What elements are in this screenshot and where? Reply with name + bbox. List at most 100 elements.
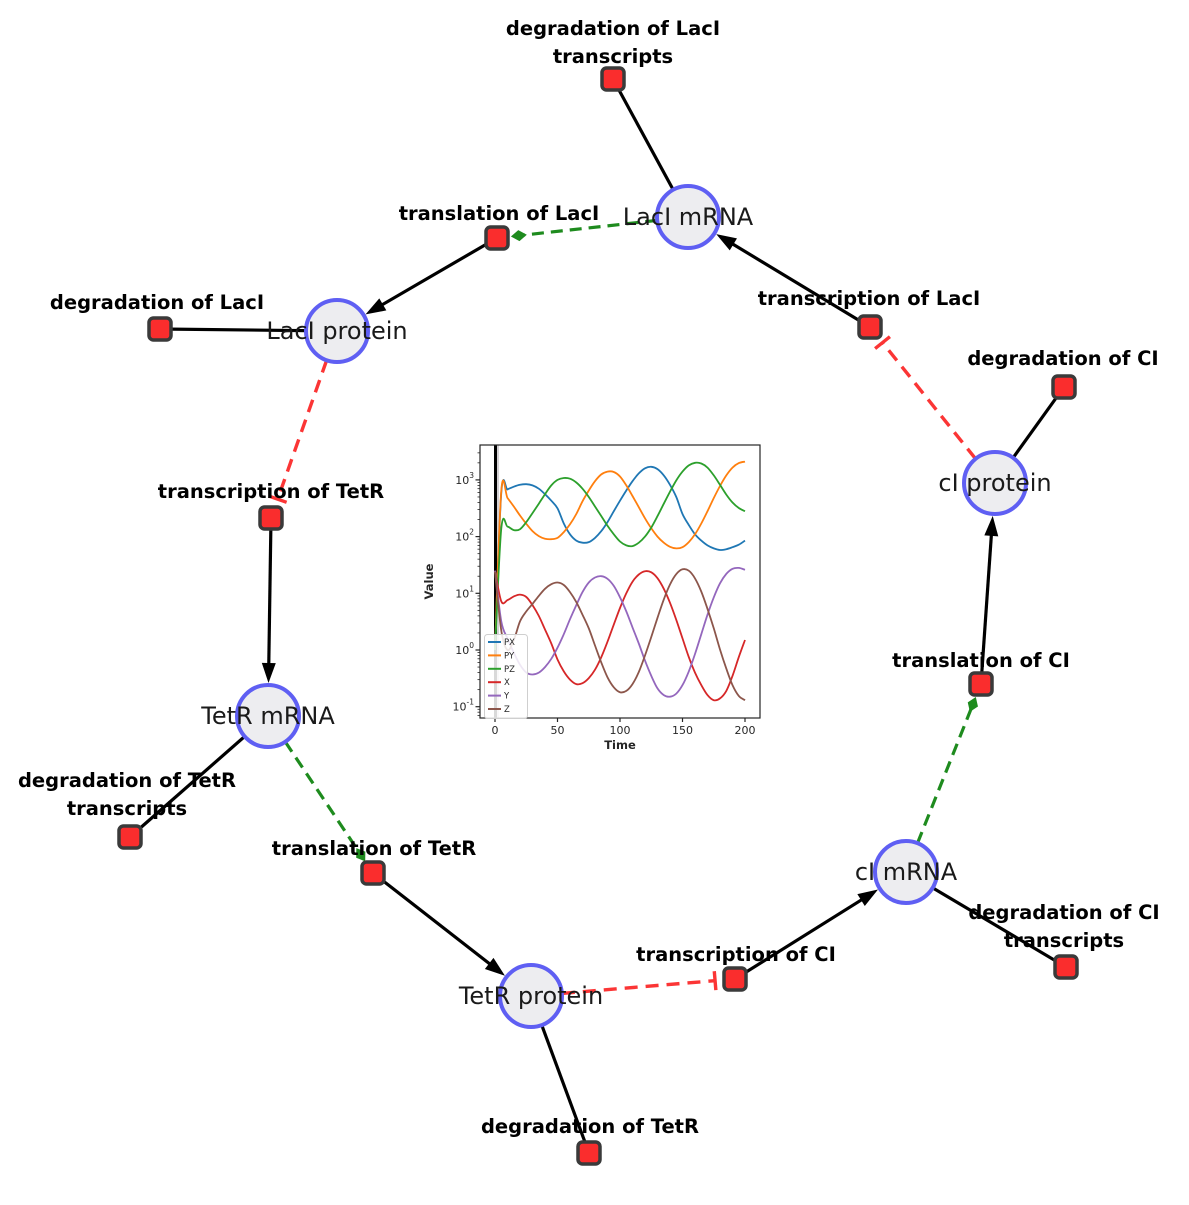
edge-transcr_ci-to-ci_mrna xyxy=(734,889,879,981)
x-tick-label: 100 xyxy=(610,724,631,737)
production-arrowhead-icon xyxy=(261,662,276,684)
species-node-laci_mrna xyxy=(655,184,721,250)
chart-legend: PX PY PZ XYZ xyxy=(484,634,528,719)
reaction-node-transl_laci xyxy=(484,225,510,251)
production-edge-line xyxy=(734,893,871,981)
production-arrowhead-icon xyxy=(716,234,737,251)
species-label-ci_mrna: cI mRNA xyxy=(855,858,958,886)
reaction-label-transl_laci-line0: translation of LacI xyxy=(399,202,600,225)
modifier-edge-line xyxy=(523,218,658,237)
series-line-py xyxy=(494,460,746,651)
x-tick-label: 200 xyxy=(735,724,756,737)
edge-tetr_protein-to-transcr_ci xyxy=(561,971,718,996)
reaction-label-deg_tetr_tr-line0: degradation of TetR xyxy=(18,769,236,792)
series-line-pz xyxy=(494,461,746,651)
reaction-label-transl_ci-line0: translation of CI xyxy=(892,649,1070,672)
legend-label-py: PY xyxy=(504,651,515,661)
edge-transcr_tetr-to-tetr_mrna xyxy=(261,517,276,684)
x-tick-label: 50 xyxy=(551,724,565,737)
x-tick-label: 150 xyxy=(672,724,693,737)
modifier-edge-line xyxy=(283,740,360,852)
reaction-node-transcr_laci xyxy=(857,314,883,340)
species-label-ci_protein: cI protein xyxy=(938,469,1051,497)
y-tick-label: 101 xyxy=(455,584,474,600)
reaction-node-deg_tetr xyxy=(576,1140,602,1166)
production-arrowhead-icon xyxy=(984,515,999,537)
production-arrowhead-icon xyxy=(365,298,387,315)
reaction-node-deg_laci xyxy=(147,316,173,342)
reaction-label-transl_tetr-line0: translation of TetR xyxy=(272,837,476,860)
inset-chart: 0 50 100 150 20010310210110010-1TimeValuePXP… xyxy=(422,444,761,752)
y-tick-label: 102 xyxy=(455,528,474,544)
legend-label-y: Y xyxy=(503,692,510,702)
production-arrowhead-icon xyxy=(484,957,505,976)
modifier-arrowhead-icon xyxy=(967,697,978,712)
reaction-label-deg_laci_tr-line0: degradation of LacI xyxy=(506,17,720,40)
edge-ci_protein-to-transcr_laci xyxy=(874,335,977,460)
edge-ci_mrna-to-transl_ci xyxy=(916,697,978,844)
species-label-laci_mrna: LacI mRNA xyxy=(623,203,754,231)
y-tick-label: 103 xyxy=(455,471,474,487)
species-node-laci_protein xyxy=(304,298,370,364)
modifier-arrowhead-icon xyxy=(356,848,366,862)
edge-transl_ci-to-ci_protein xyxy=(979,515,999,685)
reaction-label-transcr_tetr-line0: transcription of TetR xyxy=(158,480,384,503)
species-node-tetr_mrna xyxy=(235,683,301,749)
series-line-y xyxy=(494,566,746,698)
legend-label-px: PX xyxy=(504,638,515,648)
reaction-node-transcr_tetr xyxy=(258,505,284,531)
edge-transcr_laci-to-laci_mrna xyxy=(716,234,871,329)
reaction-node-deg_laci_tr xyxy=(600,66,626,92)
reaction-label-deg_tetr-line0: degradation of TetR xyxy=(481,1115,699,1138)
edge-laci_protein-to-transcr_tetr xyxy=(268,359,329,504)
reaction-node-deg_tetr_tr xyxy=(117,824,143,850)
legend-label-z: Z xyxy=(504,705,510,715)
inhibition-edge-line xyxy=(881,341,977,460)
reaction-node-transcr_ci xyxy=(722,966,748,992)
legend-label-x: X xyxy=(504,678,510,688)
reaction-label-deg_laci-line0: degradation of LacI xyxy=(50,291,264,314)
inhibition-edge-line xyxy=(276,359,329,500)
inhibition-tbar-icon xyxy=(268,494,288,504)
edge-transl_laci-to-laci_protein xyxy=(365,236,498,315)
series-line-z xyxy=(494,568,746,701)
modifier-edge-line xyxy=(916,708,973,844)
inhibition-tbar-icon xyxy=(874,335,891,350)
production-edge-line xyxy=(979,525,994,685)
legend-label-pz: PZ xyxy=(504,665,515,675)
y-axis-label: Value xyxy=(422,563,436,599)
x-axis-label: Time xyxy=(604,738,636,752)
species-label-tetr_protein: TetR protein xyxy=(458,982,603,1010)
species-label-laci_protein: LacI protein xyxy=(266,317,407,345)
species-node-ci_protein xyxy=(962,450,1028,516)
production-edge-line xyxy=(267,517,273,674)
y-tick-label: 10-1 xyxy=(453,698,475,714)
production-edge-line xyxy=(723,237,871,329)
species-node-tetr_protein xyxy=(498,963,564,1029)
reaction-label-deg_ci-line0: degradation of CI xyxy=(967,347,1158,370)
reaction-label-deg_ci_tr-line1: transcripts xyxy=(1004,929,1124,952)
y-tick-label: 100 xyxy=(455,641,474,657)
edge-transl_tetr-to-tetr_protein xyxy=(372,871,505,976)
series-line-px xyxy=(494,465,746,651)
series-line-x xyxy=(494,570,746,702)
production-edge-line xyxy=(372,871,499,971)
reaction-node-transl_ci xyxy=(968,671,994,697)
reaction-node-deg_ci_tr xyxy=(1053,954,1079,980)
edges-layer xyxy=(128,78,1067,1154)
reaction-label-deg_laci_tr-line1: transcripts xyxy=(553,45,673,68)
inhibition-edge-line xyxy=(561,978,716,996)
reaction-label-deg_ci_tr-line0: degradation of CI xyxy=(968,901,1159,924)
inhibition-tbar-icon xyxy=(712,971,718,991)
reaction-node-transl_tetr xyxy=(360,860,386,886)
production-arrowhead-icon xyxy=(857,889,879,907)
edge-tetr_mrna-to-transl_tetr xyxy=(283,740,366,862)
reaction-node-deg_ci xyxy=(1051,374,1077,400)
reaction-label-transcr_laci-line0: transcription of LacI xyxy=(758,287,981,310)
production-edge-line xyxy=(373,236,498,311)
edge-laci_mrna-to-transl_laci xyxy=(510,218,658,242)
x-tick-label: 0 xyxy=(492,724,499,737)
reaction-label-deg_tetr_tr-line1: transcripts xyxy=(67,797,187,820)
